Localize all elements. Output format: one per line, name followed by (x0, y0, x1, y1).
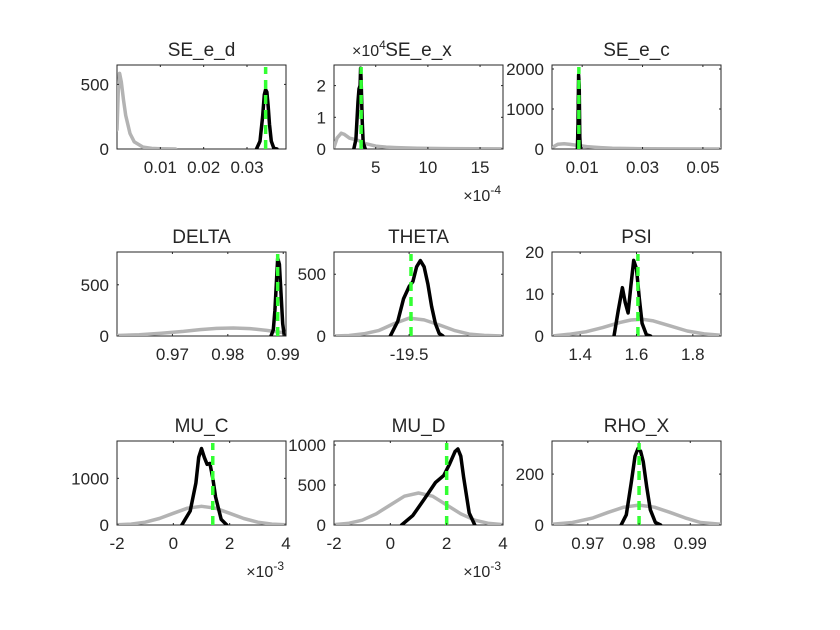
axes-box (333, 440, 504, 526)
x-tick-label: 0.99 (267, 345, 300, 364)
x-tick-label: 0.02 (187, 158, 220, 177)
y-tick-label: 0 (317, 327, 326, 346)
y-tick-label: 2000 (506, 60, 544, 79)
y-tick-label: 1 (317, 108, 326, 127)
posterior-density-line (388, 258, 445, 336)
y-tick-label: 0 (100, 516, 109, 535)
panel-title: DELTA (172, 227, 231, 248)
x-exponent-label: ×10-3 (463, 559, 501, 581)
y-tick-label: 0 (535, 327, 544, 346)
axes-box (116, 251, 287, 337)
prior-density-line (117, 504, 286, 525)
x-tick-label: -19.5 (390, 345, 429, 364)
y-tick-label: 500 (298, 265, 326, 284)
x-tick-label: -2 (109, 534, 124, 553)
panel-title: PSI (621, 227, 652, 248)
x-tick-label: 1.6 (625, 345, 649, 364)
panel-psi: 1.4 1.6 1.8 0 10 20 PSI (525, 227, 722, 364)
panel-title: RHO_X (604, 416, 670, 437)
posterior-density-line (619, 446, 663, 525)
plot-area (117, 254, 286, 336)
axes-box (116, 440, 287, 526)
x-tick-label: 1.4 (568, 345, 592, 364)
axes-box (116, 64, 287, 150)
x-tick-label: 2 (442, 534, 451, 553)
panel-delta: 0.97 0.98 0.99 0 500 DELTA (81, 227, 300, 364)
panel-rho-x: 0.97 0.98 0.99 0 200 RHO_X (516, 416, 722, 553)
panel-title: SE_e_c (603, 40, 670, 61)
panel-se-e-c: 0.01 0.03 0.05 0 1000 2000 SE_e_c (506, 40, 722, 177)
x-tick-label: 0.98 (211, 345, 244, 364)
posterior-density-line (399, 447, 477, 525)
plot-area (334, 443, 503, 525)
y-tick-label: 0 (317, 140, 326, 159)
x-tick-label: 0.97 (571, 534, 604, 553)
panel-title: MU_D (392, 416, 446, 437)
x-tick-label: 0 (386, 534, 395, 553)
plot-area (552, 254, 721, 336)
plot-area (117, 443, 286, 525)
x-exponent-label: ×10-4 (463, 183, 501, 205)
prior-density-line (334, 316, 503, 336)
y-tick-label: 200 (516, 465, 544, 484)
x-tick-label: 0.99 (674, 534, 707, 553)
y-tick-label: 0 (100, 140, 109, 159)
x-tick-label: 15 (471, 158, 490, 177)
y-tick-label: 10 (525, 285, 544, 304)
plot-area (552, 443, 721, 525)
panel-se-e-x: 5 10 15 0 1 2 SE_e_x×104 ×10-4 (317, 38, 504, 205)
x-tick-label: 4 (498, 534, 507, 553)
posterior-density-line (254, 87, 279, 149)
y-tick-label: 1000 (71, 469, 109, 488)
x-tick-label: 10 (418, 158, 437, 177)
y-tick-label: 2 (317, 77, 326, 96)
y-tick-label: 1000 (506, 100, 544, 119)
x-exponent-label: ×10-3 (246, 559, 284, 581)
y-tick-label: 0 (535, 516, 544, 535)
panel-title: SE_e_x (385, 40, 452, 61)
x-tick-label: 0.98 (623, 534, 656, 553)
y-tick-label: 20 (525, 243, 544, 262)
panel-theta: -19.5 0 500 THETA (298, 227, 504, 364)
x-tick-label: 0.01 (566, 158, 599, 177)
prior-density-line (334, 491, 503, 525)
x-tick-label: 2 (225, 534, 234, 553)
x-tick-label: 0.01 (144, 158, 177, 177)
x-tick-label: 1.8 (681, 345, 705, 364)
plot-area (334, 254, 503, 336)
x-tick-label: 0.03 (626, 158, 659, 177)
x-tick-label: 0.03 (230, 158, 263, 177)
x-tick-label: 5 (371, 158, 380, 177)
y-tick-label: 0 (100, 327, 109, 346)
panel-title: THETA (388, 227, 449, 248)
x-tick-label: 0.05 (686, 158, 719, 177)
y-tick-label: 500 (298, 476, 326, 495)
axes-box (333, 251, 504, 337)
y-tick-label: 500 (81, 75, 109, 94)
panel-title: MU_C (175, 416, 229, 437)
x-tick-label: 4 (281, 534, 290, 553)
panel-se-e-d: 0.01 0.02 0.03 0 500 SE_e_d (81, 40, 287, 177)
y-tick-label: 0 (317, 516, 326, 535)
y-tick-label: 0 (535, 140, 544, 159)
plot-area (334, 66, 503, 149)
posterior-density-line (180, 446, 229, 525)
posterior-density-line (612, 258, 653, 336)
x-tick-label: 0.97 (156, 345, 189, 364)
y-tick-label: 1000 (288, 436, 326, 455)
y-tick-label: 500 (81, 276, 109, 295)
x-tick-label: 0 (169, 534, 178, 553)
x-tick-label: -2 (326, 534, 341, 553)
y-exponent-label: ×104 (352, 38, 386, 60)
panel-title: SE_e_d (168, 40, 236, 61)
